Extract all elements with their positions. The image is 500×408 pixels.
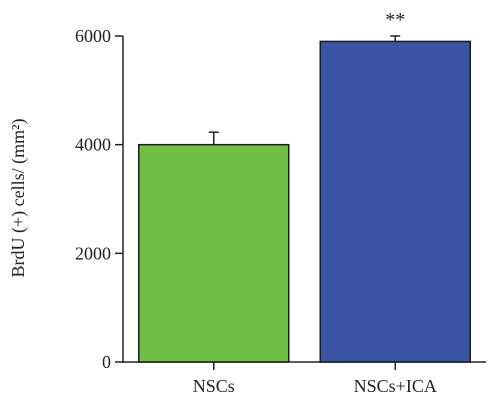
bar-1: [138, 143, 290, 363]
y-tick-label: 0: [102, 352, 111, 372]
y-tick-label: 6000: [75, 26, 111, 46]
x-tick-label: NSCs+ICA: [354, 376, 437, 396]
y-tick-label: 2000: [75, 243, 111, 263]
significance-marker: **: [385, 9, 405, 31]
chart-bars: **: [138, 9, 471, 363]
chart-axes: 0 2000 4000 6000 NSCs NSCs+ICA: [75, 26, 486, 396]
x-tick-label: NSCs: [193, 376, 235, 396]
y-tick-label: 4000: [75, 135, 111, 155]
bar-2: [319, 40, 471, 363]
y-axis-label: BrdU (+) cells/ (mm²): [8, 118, 29, 277]
